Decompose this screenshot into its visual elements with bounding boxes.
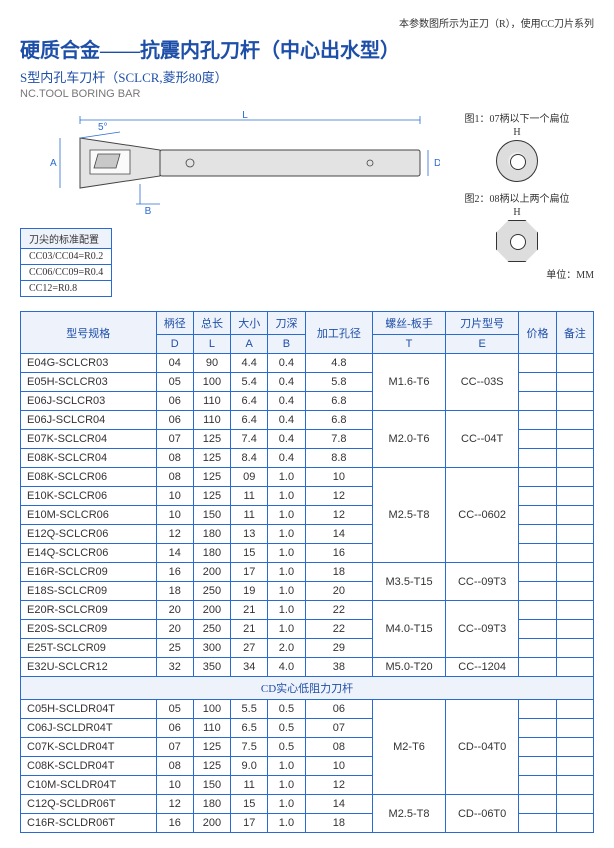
- svg-text:L: L: [242, 110, 248, 121]
- title-sub: S型内孔车刀杆（SCLCR,菱形80度）: [20, 67, 594, 86]
- table-row: E32U-SCLCR1232350344.038M5.0-T20CC--1204: [21, 658, 594, 677]
- table-row: E06J-SCLCR04061106.40.46.8M2.0-T6CC--04T: [21, 411, 594, 430]
- spec-table: 型号规格 柄径 总长 大小 刀深 加工孔径 螺丝-板手 刀片型号 价格 备注 D…: [20, 311, 594, 833]
- svg-text:A: A: [50, 158, 57, 169]
- spec-head: 型号规格 柄径 总长 大小 刀深 加工孔径 螺丝-板手 刀片型号 价格 备注 D…: [21, 312, 594, 354]
- title-en: NC.TOOL BORING BAR: [20, 88, 594, 100]
- table-row: E08K-SCLCR0608125091.010M2.5-T8CC--0602: [21, 468, 594, 487]
- title-main: 硬质合金——抗震内孔刀杆（中心出水型）: [20, 34, 594, 63]
- svg-text:5°: 5°: [98, 122, 108, 133]
- shank-cross-sections: 图1：07柄以下一个扁位 H 图2：08柄以上两个扁位 H 单位：MM: [440, 108, 594, 297]
- top-note: 本参数图所示为正刀（R），使用CC刀片系列: [20, 15, 594, 30]
- spec-body: E04G-SCLCR0304904.40.44.8M1.6-T6CC--03S E…: [21, 354, 594, 833]
- tool-diagram: L D 5° A B: [20, 108, 440, 297]
- section2-icon: [496, 220, 538, 262]
- table-row: E20R-SCLCR0920200211.022M4.0-T15CC--09T3: [21, 601, 594, 620]
- section-cd: CD实心低阻力刀杆: [21, 677, 594, 700]
- tip-config-box: 刀尖的标准配置 CC03/CC04=R0.2 CC06/CC09=R0.4 CC…: [20, 228, 112, 297]
- table-row: E16R-SCLCR0916200171.018M3.5-T15CC--09T3: [21, 563, 594, 582]
- svg-text:B: B: [145, 206, 152, 217]
- section1-icon: [496, 140, 538, 182]
- table-row: E04G-SCLCR0304904.40.44.8M1.6-T6CC--03S: [21, 354, 594, 373]
- table-row: C12Q-SCLDR06T12180151.014M2.5-T8CD--06T0: [21, 795, 594, 814]
- table-row: C05H-SCLDR04T051005.50.506M2-T6CD--04T0: [21, 700, 594, 719]
